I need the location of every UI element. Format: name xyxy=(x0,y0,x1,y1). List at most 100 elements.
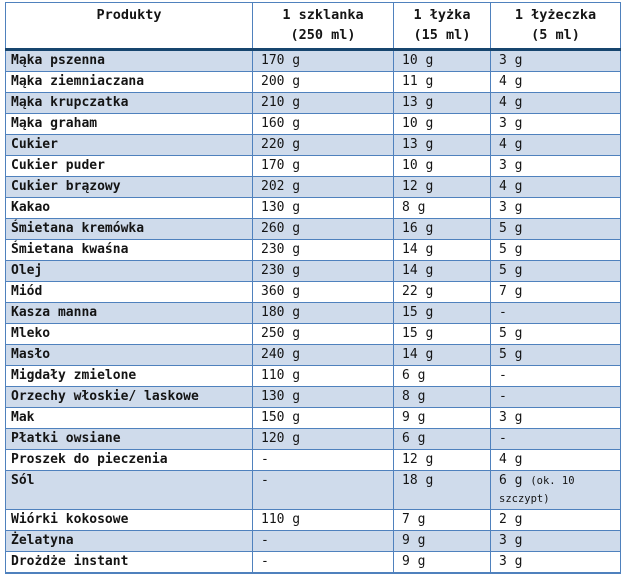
tsp-value: - xyxy=(499,389,507,404)
glass-value: 210 g xyxy=(261,95,301,110)
tsp-value: - xyxy=(499,305,507,320)
spoon-value-cell: 7 g xyxy=(393,509,491,531)
column-header-spoon: 1 łyżka (15 ml) xyxy=(393,2,491,51)
spoon-value-cell: 8 g xyxy=(393,197,491,219)
product-cell: Mleko xyxy=(5,323,253,345)
glass-value-cell: 110 g xyxy=(252,365,394,387)
glass-value-cell: - xyxy=(252,470,394,510)
tsp-value: 4 g xyxy=(499,95,523,110)
glass-value: - xyxy=(261,473,269,488)
tsp-value: 6 g xyxy=(499,473,523,488)
spoon-value: 8 g xyxy=(402,200,426,215)
table-row: Wiórki kokosowe 110 g 7 g 2 g xyxy=(5,509,621,531)
product-cell: Proszek do pieczenia xyxy=(5,449,253,471)
spoon-value-cell: 12 g xyxy=(393,176,491,198)
spoon-value-cell: 6 g xyxy=(393,428,491,450)
glass-value-cell: 110 g xyxy=(252,509,394,531)
spoon-value: 14 g xyxy=(402,242,434,257)
spoon-value-cell: 14 g xyxy=(393,344,491,366)
spoon-value: 11 g xyxy=(402,74,434,89)
glass-value: 200 g xyxy=(261,74,301,89)
glass-value-cell: 220 g xyxy=(252,134,394,156)
tsp-value-cell: 5 g xyxy=(490,239,621,261)
spoon-value-cell: 16 g xyxy=(393,218,491,240)
spoon-value-cell: 14 g xyxy=(393,260,491,282)
spoon-value-cell: 10 g xyxy=(393,113,491,135)
glass-value: 130 g xyxy=(261,200,301,215)
spoon-value-cell: 9 g xyxy=(393,407,491,429)
tsp-value: - xyxy=(499,431,507,446)
tsp-value-cell: 3 g xyxy=(490,407,621,429)
tsp-value: 7 g xyxy=(499,284,523,299)
spoon-value-cell: 8 g xyxy=(393,386,491,408)
product-cell: Cukier xyxy=(5,134,253,156)
glass-value: 260 g xyxy=(261,221,301,236)
spoon-value-cell: 10 g xyxy=(393,49,491,72)
glass-value: 202 g xyxy=(261,179,301,194)
tsp-value: 3 g xyxy=(499,158,523,173)
product-cell: Śmietana kremówka xyxy=(5,218,253,240)
glass-value: 360 g xyxy=(261,284,301,299)
product-cell: Mąka graham xyxy=(5,113,253,135)
table-row: Mleko 250 g 15 g 5 g xyxy=(5,323,621,345)
glass-value: 250 g xyxy=(261,326,301,341)
product-cell: Mąka krupczatka xyxy=(5,92,253,114)
tsp-value-cell: 4 g xyxy=(490,449,621,471)
product-cell: Śmietana kwaśna xyxy=(5,239,253,261)
product-cell: Olej xyxy=(5,260,253,282)
spoon-value: 8 g xyxy=(402,389,426,404)
tsp-value: 5 g xyxy=(499,326,523,341)
column-header-label: Produkty xyxy=(96,7,162,23)
glass-value: 130 g xyxy=(261,389,301,404)
tsp-value-cell: 5 g xyxy=(490,323,621,345)
table-row: Migdały zmielone 110 g 6 g - xyxy=(5,365,621,387)
glass-value-cell: 170 g xyxy=(252,155,394,177)
spoon-value: 10 g xyxy=(402,116,434,131)
table-row: Płatki owsiane 120 g 6 g - xyxy=(5,428,621,450)
glass-value: 150 g xyxy=(261,410,301,425)
spoon-value: 16 g xyxy=(402,221,434,236)
column-header-product: Produkty xyxy=(5,2,253,51)
tsp-value: 2 g xyxy=(499,512,523,527)
tsp-value: 5 g xyxy=(499,221,523,236)
glass-value: 180 g xyxy=(261,305,301,320)
table-row: Żelatyna - 9 g 3 g xyxy=(5,530,621,552)
tsp-value-cell: 3 g xyxy=(490,530,621,552)
spoon-value: 12 g xyxy=(402,179,434,194)
glass-value-cell: 230 g xyxy=(252,260,394,282)
tsp-value-cell: 7 g xyxy=(490,281,621,303)
glass-value-cell: 130 g xyxy=(252,386,394,408)
product-cell: Cukier puder xyxy=(5,155,253,177)
glass-value-cell: 240 g xyxy=(252,344,394,366)
glass-value: 230 g xyxy=(261,263,301,278)
glass-value: 220 g xyxy=(261,137,301,152)
tsp-value-cell: 5 g xyxy=(490,260,621,282)
glass-value: 160 g xyxy=(261,116,301,131)
product-cell: Sól xyxy=(5,470,253,510)
tsp-value-cell: 5 g xyxy=(490,344,621,366)
tsp-value-cell: 3 g xyxy=(490,551,621,574)
spoon-value-cell: 18 g xyxy=(393,470,491,510)
product-cell: Masło xyxy=(5,344,253,366)
tsp-value: 5 g xyxy=(499,242,523,257)
spoon-value-cell: 6 g xyxy=(393,365,491,387)
spoon-value-cell: 13 g xyxy=(393,134,491,156)
spoon-value-cell: 12 g xyxy=(393,449,491,471)
tsp-value: 3 g xyxy=(499,554,523,569)
tsp-value-cell: 3 g xyxy=(490,197,621,219)
spoon-value-cell: 14 g xyxy=(393,239,491,261)
header-row: Produkty 1 szklanka (250 ml) 1 łyżka (15 ml)… xyxy=(5,2,621,51)
table-row: Orzechy włoskie/ laskowe 130 g 8 g - xyxy=(5,386,621,408)
table-row: Mak 150 g 9 g 3 g xyxy=(5,407,621,429)
spoon-value: 9 g xyxy=(402,533,426,548)
spoon-value: 9 g xyxy=(402,554,426,569)
table-body: Mąka pszenna 170 g 10 g 3 g Mąka ziemniaczan… xyxy=(5,49,621,574)
spoon-value: 14 g xyxy=(402,347,434,362)
spoon-value: 9 g xyxy=(402,410,426,425)
glass-value-cell: 230 g xyxy=(252,239,394,261)
tsp-note: (ok. 10 szczypt) xyxy=(499,475,575,505)
glass-value-cell: 150 g xyxy=(252,407,394,429)
table-header: Produkty 1 szklanka (250 ml) 1 łyżka (15 ml)… xyxy=(5,2,621,51)
spoon-value: 12 g xyxy=(402,452,434,467)
tsp-value-cell: 3 g xyxy=(490,155,621,177)
